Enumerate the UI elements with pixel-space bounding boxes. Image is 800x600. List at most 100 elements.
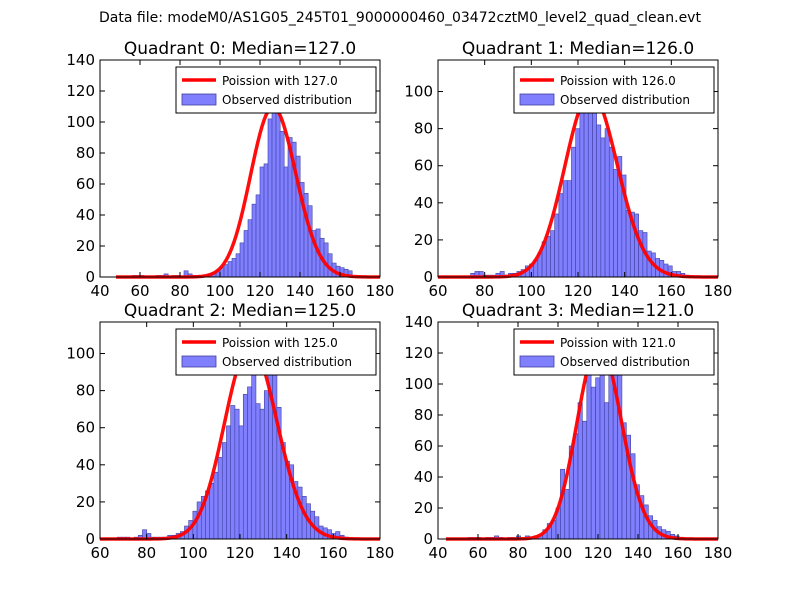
y-tick-label: 100 <box>404 83 433 101</box>
x-tick-label: 60 <box>468 544 487 562</box>
quadrant-3-chart: Quadrant 3: Median=121.0 40 60 80 100 120 140… <box>404 301 732 562</box>
histogram-bar <box>239 242 245 278</box>
x-tick-label: 120 <box>226 544 255 562</box>
x-tick-label: 80 <box>170 282 189 300</box>
y-tick-label: 60 <box>76 175 95 193</box>
x-tick-label: 100 <box>544 544 573 562</box>
quadrant-2-title: Quadrant 2: Median=125.0 <box>124 301 356 321</box>
histogram-bar <box>271 106 277 278</box>
x-tick-label: 60 <box>90 544 109 562</box>
legend-hist-label: Observed distribution <box>560 355 690 369</box>
histogram-bar <box>625 209 631 278</box>
x-tick-label: 180 <box>366 544 395 562</box>
histogram-bar <box>255 194 261 278</box>
quadrant-0-title: Quadrant 0: Median=127.0 <box>124 39 356 59</box>
x-tick-label: 140 <box>610 282 639 300</box>
y-tick-label: 100 <box>66 345 95 363</box>
histogram-bar <box>255 403 261 540</box>
y-tick-label: 120 <box>404 344 433 362</box>
histogram-bar <box>550 230 555 278</box>
histogram-bar <box>209 483 215 540</box>
y-tick-label: 20 <box>414 231 433 249</box>
histogram-bar <box>251 360 257 540</box>
y-tick-label: 120 <box>66 82 95 100</box>
histogram-bar <box>307 205 313 278</box>
x-tick-label: 80 <box>137 544 156 562</box>
quadrant-1-plot-area: 60 80 100 120 140 160 180 0 20 40 60 80 100 <box>404 59 732 300</box>
histogram-bar <box>259 408 265 540</box>
x-tick-label: 120 <box>564 282 593 300</box>
histogram-bar <box>582 420 587 540</box>
histogram-bar <box>566 180 572 278</box>
y-tick-label: 0 <box>423 268 433 286</box>
y-tick-label: 100 <box>66 113 95 131</box>
x-tick-label: 160 <box>664 544 693 562</box>
legend-hist-swatch <box>181 93 217 106</box>
histogram-bar <box>634 213 639 278</box>
quadrant-0-legend: Poission with 127.0 Observed distributio… <box>175 66 377 114</box>
x-tick-label: 40 <box>428 544 447 562</box>
histogram-bar <box>226 425 232 540</box>
y-tick-label: 140 <box>66 51 95 69</box>
y-tick-label: 40 <box>76 206 95 224</box>
histogram-bar <box>604 402 609 540</box>
legend-hist-label: Observed distribution <box>560 93 690 107</box>
x-tick-label: 160 <box>326 282 355 300</box>
histogram-bar <box>608 146 614 278</box>
quadrant-1-chart: Quadrant 1: Median=126.0 60 80 100 120 140 16… <box>404 39 732 300</box>
histogram-bar <box>600 137 606 278</box>
histogram-bar <box>595 377 601 540</box>
histogram-bar <box>247 219 253 278</box>
histogram-bars <box>116 338 349 540</box>
x-tick-label: 60 <box>130 282 149 300</box>
x-tick-label: 120 <box>246 282 275 300</box>
y-tick-label: 0 <box>85 530 95 548</box>
histogram-bar <box>247 386 253 540</box>
histogram-bar <box>221 442 227 540</box>
y-tick-label: 60 <box>414 437 433 455</box>
x-tick-label: 100 <box>179 544 208 562</box>
histogram-bar <box>251 203 257 278</box>
legend-poisson-label: Poission with 121.0 <box>560 336 676 350</box>
y-tick-label: 100 <box>404 375 433 393</box>
y-tick-label: 60 <box>76 419 95 437</box>
histogram-bar <box>579 109 585 278</box>
histogram-bar <box>608 374 614 540</box>
x-tick-label: 140 <box>272 544 301 562</box>
histogram-bar <box>571 146 576 278</box>
quadrant-0-chart: Quadrant 0: Median=127.0 40 60 80 100 120 140… <box>66 39 394 300</box>
histogram-bar <box>259 166 265 278</box>
histogram-bar <box>238 425 244 540</box>
quadrant-0-plot-area: 40 60 80 100 120 140 160 180 0 20 40 60 80 100 120 140 <box>66 51 394 300</box>
histogram-bar <box>613 169 618 278</box>
y-tick-label: 140 <box>404 313 433 331</box>
histogram-bar <box>243 230 249 278</box>
histogram-bar <box>545 235 551 278</box>
histogram-bar <box>217 457 223 540</box>
histogram-bar <box>599 371 605 540</box>
histogram-bar <box>230 405 236 540</box>
histogram-bar <box>590 386 596 540</box>
y-tick-label: 80 <box>76 144 95 162</box>
histogram-bar <box>583 104 589 278</box>
x-tick-label: 100 <box>517 282 546 300</box>
legend-hist-swatch <box>519 93 555 106</box>
axes-frame <box>99 59 381 278</box>
histogram-bar <box>283 166 289 278</box>
quadrant-2-legend: Poission with 125.0 Observed distributio… <box>175 328 377 376</box>
histogram-bar <box>587 98 593 278</box>
histogram-bar <box>263 390 269 540</box>
histogram-bar <box>575 128 581 278</box>
quadrant-2-chart: Quadrant 2: Median=125.0 60 80 100 120 140 16… <box>66 301 394 562</box>
x-tick-label: 120 <box>584 544 613 562</box>
quadrant-3-title: Quadrant 3: Median=121.0 <box>462 301 694 321</box>
histogram-bar <box>231 258 237 278</box>
histogram-bar <box>263 163 269 278</box>
histogram-bar <box>558 193 564 278</box>
histogram-bar <box>267 118 273 278</box>
x-tick-label: 180 <box>704 544 733 562</box>
x-tick-label: 60 <box>428 282 447 300</box>
y-tick-label: 20 <box>76 237 95 255</box>
histogram-bars <box>467 352 684 540</box>
